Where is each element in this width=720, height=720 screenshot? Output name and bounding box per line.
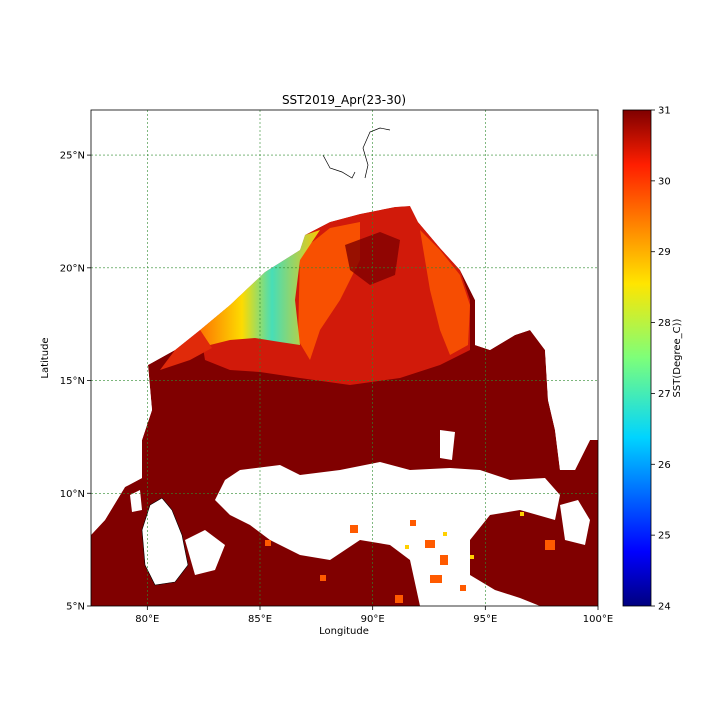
- sri-lanka-land: [141, 497, 189, 586]
- x-tick-label: 85°E: [248, 614, 272, 625]
- missing-data-patch-3: [560, 500, 590, 545]
- sst-hot-spots: [265, 520, 555, 603]
- missing-data-patch-4: [440, 430, 455, 460]
- y-axis-label: Latitude: [40, 337, 51, 378]
- missing-data-patch-5: [130, 490, 142, 512]
- missing-data-south: [215, 462, 560, 606]
- sst-yellow-spots: [405, 512, 524, 559]
- sst-orange-patch: [298, 222, 360, 360]
- y-tick-label: 15°N: [60, 376, 85, 387]
- missing-data-patch-2: [185, 530, 225, 575]
- map-grid: [91, 110, 598, 606]
- colorbar-label: SST(Degree_C)): [672, 318, 683, 397]
- y-tick-label: 25°N: [60, 151, 85, 162]
- colorbar-ticks: 24 25 26 27 28 29 30 31: [651, 106, 671, 613]
- colorbar-tick-label: 29: [658, 247, 671, 258]
- sst-orange-patch-east: [420, 230, 470, 355]
- map-frame: [90, 109, 599, 607]
- colorbar-gradient: [622, 109, 652, 607]
- y-tick-label: 10°N: [60, 489, 85, 500]
- map-title: SST2019_Apr(23-30): [282, 93, 406, 107]
- x-tick-label: 90°E: [361, 614, 385, 625]
- y-axis-ticks: 5°N 10°N 15°N 20°N 25°N: [60, 151, 91, 613]
- coastline-north: [322, 127, 391, 179]
- land-mask-north: [91, 110, 598, 535]
- map-plot-area: [90, 109, 599, 607]
- colorbar-tick-label: 26: [658, 460, 671, 471]
- y-tick-label: 5°N: [66, 602, 85, 613]
- colorbar: 24 25 26 27 28 29 30 31 SST(Degree_C)): [622, 106, 683, 613]
- x-axis-label: Longitude: [319, 626, 369, 637]
- colorbar-tick-label: 27: [658, 389, 671, 400]
- x-tick-label: 95°E: [473, 614, 497, 625]
- y-tick-label: 20°N: [60, 263, 85, 274]
- sst-field: [91, 110, 598, 606]
- x-tick-label: 80°E: [135, 614, 159, 625]
- sst-orange-near-coast: [160, 330, 212, 370]
- x-tick-label: 100°E: [583, 614, 613, 625]
- x-axis-ticks: 80°E 85°E 90°E 95°E 100°E: [135, 606, 613, 625]
- colorbar-tick-label: 30: [658, 176, 671, 187]
- colorbar-tick-label: 28: [658, 318, 671, 329]
- colorbar-tick-label: 25: [658, 531, 671, 542]
- colorbar-tick-label: 24: [658, 602, 671, 613]
- colorbar-tick-label: 31: [658, 106, 671, 117]
